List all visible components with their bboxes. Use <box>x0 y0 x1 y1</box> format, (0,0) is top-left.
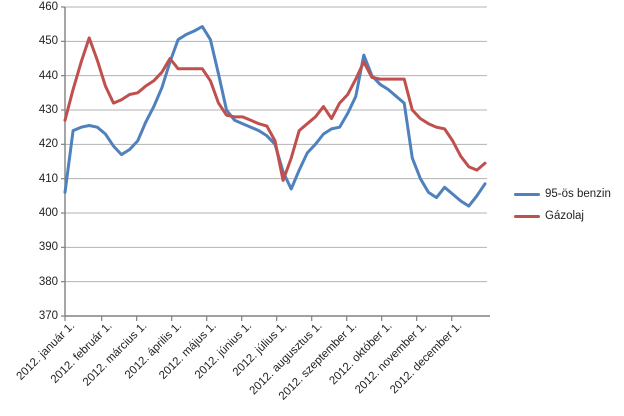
y-axis-label: 460 <box>38 1 58 13</box>
legend-item-gazolaj[interactable]: Gázolaj <box>514 210 611 222</box>
y-axis-label: 420 <box>38 138 58 151</box>
y-axis-label: 430 <box>38 104 58 116</box>
legend-item-benzin[interactable]: 95-ös benzin <box>514 188 611 200</box>
benzin-line-swatch <box>514 192 540 196</box>
legend: 95-ös benzin Gázolaj <box>514 188 611 222</box>
series-line-benzin[interactable] <box>63 25 487 208</box>
y-axis-label: 370 <box>38 310 58 322</box>
y-axis-label: 390 <box>38 241 58 254</box>
gazolaj-line-swatch <box>514 214 540 218</box>
y-axis-label: 410 <box>38 172 58 185</box>
legend-label-benzin: 95-ös benzin <box>545 188 611 200</box>
series-line-gazolaj[interactable] <box>63 36 487 182</box>
y-axis-label: 440 <box>38 69 58 82</box>
legend-label-gazolaj: Gázolaj <box>545 210 584 222</box>
y-axis-label: 450 <box>38 35 58 48</box>
y-axis-label: 400 <box>38 207 58 219</box>
y-axis-label: 380 <box>38 275 58 288</box>
